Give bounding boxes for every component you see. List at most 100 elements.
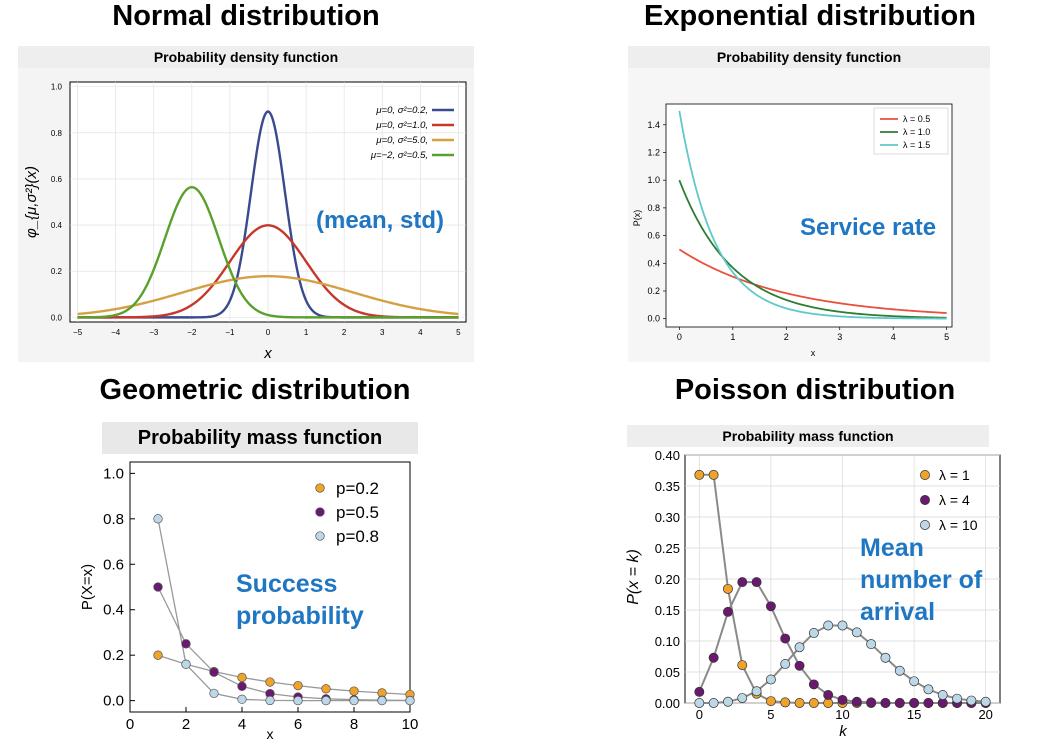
poisson-chart: 0.00 0.05 0.10 0.15 0.20 0.25 0.30 0.35 0.40 0 5 10… [625,448,1001,740]
poisson-point [694,698,705,708]
normal-ytick: 0.8 [51,129,63,138]
exponential-ytick: 0.6 [647,231,660,241]
poisson-point [694,469,705,480]
normal-series-line [77,275,459,316]
poisson-legend-marker [920,495,930,505]
geometric-point [349,695,359,706]
poisson-point [837,620,848,631]
poisson-point [980,696,991,707]
normal-title: Normal distribution [112,0,380,32]
poisson-ytick: 0.40 [655,448,680,463]
poisson-point [708,698,719,708]
exponential-ytick: 0.8 [647,203,660,213]
poisson-xlabel: k [839,723,848,740]
normal-header: Probability density function [18,46,474,68]
normal-xtick: 2 [342,328,347,337]
poisson-point [808,627,819,638]
poisson-point [794,698,805,708]
poisson-ytick: 0.15 [655,603,680,618]
geometric-series-line [157,586,411,702]
poisson-point [794,642,805,653]
poisson-point [765,696,776,707]
poisson-point [780,633,791,644]
geometric-xlabel: x [267,726,274,740]
poisson-point [723,696,733,707]
exponential-legend-box [873,107,949,155]
normal-legend-label: μ=0, σ²=0.2, [375,105,428,116]
poisson-ytick: 0.00 [655,696,680,711]
poisson-point [866,697,877,708]
poisson-point [880,698,891,708]
poisson-point [823,689,834,700]
poisson-point [851,696,862,707]
geometric-title: Geometric distribution [99,374,411,406]
poisson-ytick: 0.20 [655,572,680,587]
normal-annotation: (mean, std) [316,207,444,234]
geometric-point [181,639,191,649]
exponential-xtick: 3 [837,332,842,342]
poisson-point [966,695,977,706]
geometric-series-line [157,518,410,702]
normal-ytick: 0.4 [51,221,63,230]
geometric-legend-marker [315,507,325,517]
normal-xtick: −4 [111,328,121,337]
geometric-xtick: 4 [238,716,246,733]
poisson-point [894,665,905,676]
poisson-point [751,686,762,697]
normal-xtick: 3 [380,328,385,337]
geometric-ylabel: P(X=x) [79,564,96,610]
exponential-ytick: 0.0 [647,314,660,324]
geometric-ytick: 0.0 [103,693,124,710]
geometric-point [265,677,275,687]
geometric-ytick: 1.0 [103,465,124,482]
poisson-ylabel: P(x = k) [625,549,642,605]
normal-xtick: 5 [456,328,461,337]
geometric-point [209,667,219,677]
exponential-title: Exponential distribution [644,0,976,32]
poisson-point [765,674,776,685]
normal-ytick: 0.6 [51,175,63,184]
poisson-annotation-line-3: arrival [860,598,935,626]
normal-ytick: 0.0 [51,313,63,322]
poisson-point [737,660,748,671]
poisson-legend-marker [920,520,930,530]
poisson-point [894,698,905,708]
normal-xtick: 1 [304,328,309,337]
normal-xtick: −1 [225,328,235,337]
normal-xtick: −2 [187,328,197,337]
poisson-point [923,684,934,695]
poisson-point [952,693,962,704]
exponential-ytick: 1.0 [647,175,660,185]
poisson-ytick: 0.30 [655,510,680,525]
poisson-point [937,689,948,700]
normal-xlabel: x [263,345,272,362]
geometric-plot-area [129,461,411,713]
poisson-title: Poisson distribution [674,374,956,406]
geometric-point [237,672,247,683]
poisson-point [851,627,862,638]
normal-chart: −5 −4 −3 −2 −1 0 1 2 3 4 5 0.0 0.2 0.4 0.6 0.8 1.0 μ=0, … [23,81,467,362]
exponential-xtick: 5 [944,332,949,342]
poisson-legend-label: λ = 10 [939,517,978,533]
poisson-ytick: 0.35 [655,479,680,494]
poisson-point [723,583,733,594]
exponential-ytick: 1.2 [647,147,660,157]
geometric-point [153,650,163,660]
exponential-legend-label: λ = 1.0 [903,127,930,137]
exponential-legend-label: λ = 1.5 [903,140,930,150]
normal-legend-label: μ=−2, σ²=0.5, [370,150,428,161]
poisson-xtick: 20 [978,707,992,722]
geometric-chart: 0 2 4 6 8 10 0.0 0.2 0.4 0.6 0.8 1.0 p=0.2 p=0.5 p=0.… [79,461,419,740]
poisson-xtick: 10 [835,707,849,722]
geometric-point [237,694,247,704]
geometric-xtick: 6 [294,716,302,733]
geometric-xtick: 10 [402,716,419,733]
normal-series-line [77,185,459,319]
geometric-point [209,688,219,699]
geometric-legend-marker [315,483,325,493]
geometric-ytick: 0.8 [103,511,124,528]
geometric-point [293,695,303,706]
geometric-xtick: 2 [182,716,190,733]
poisson-point [808,698,819,708]
poisson-point [909,676,920,687]
